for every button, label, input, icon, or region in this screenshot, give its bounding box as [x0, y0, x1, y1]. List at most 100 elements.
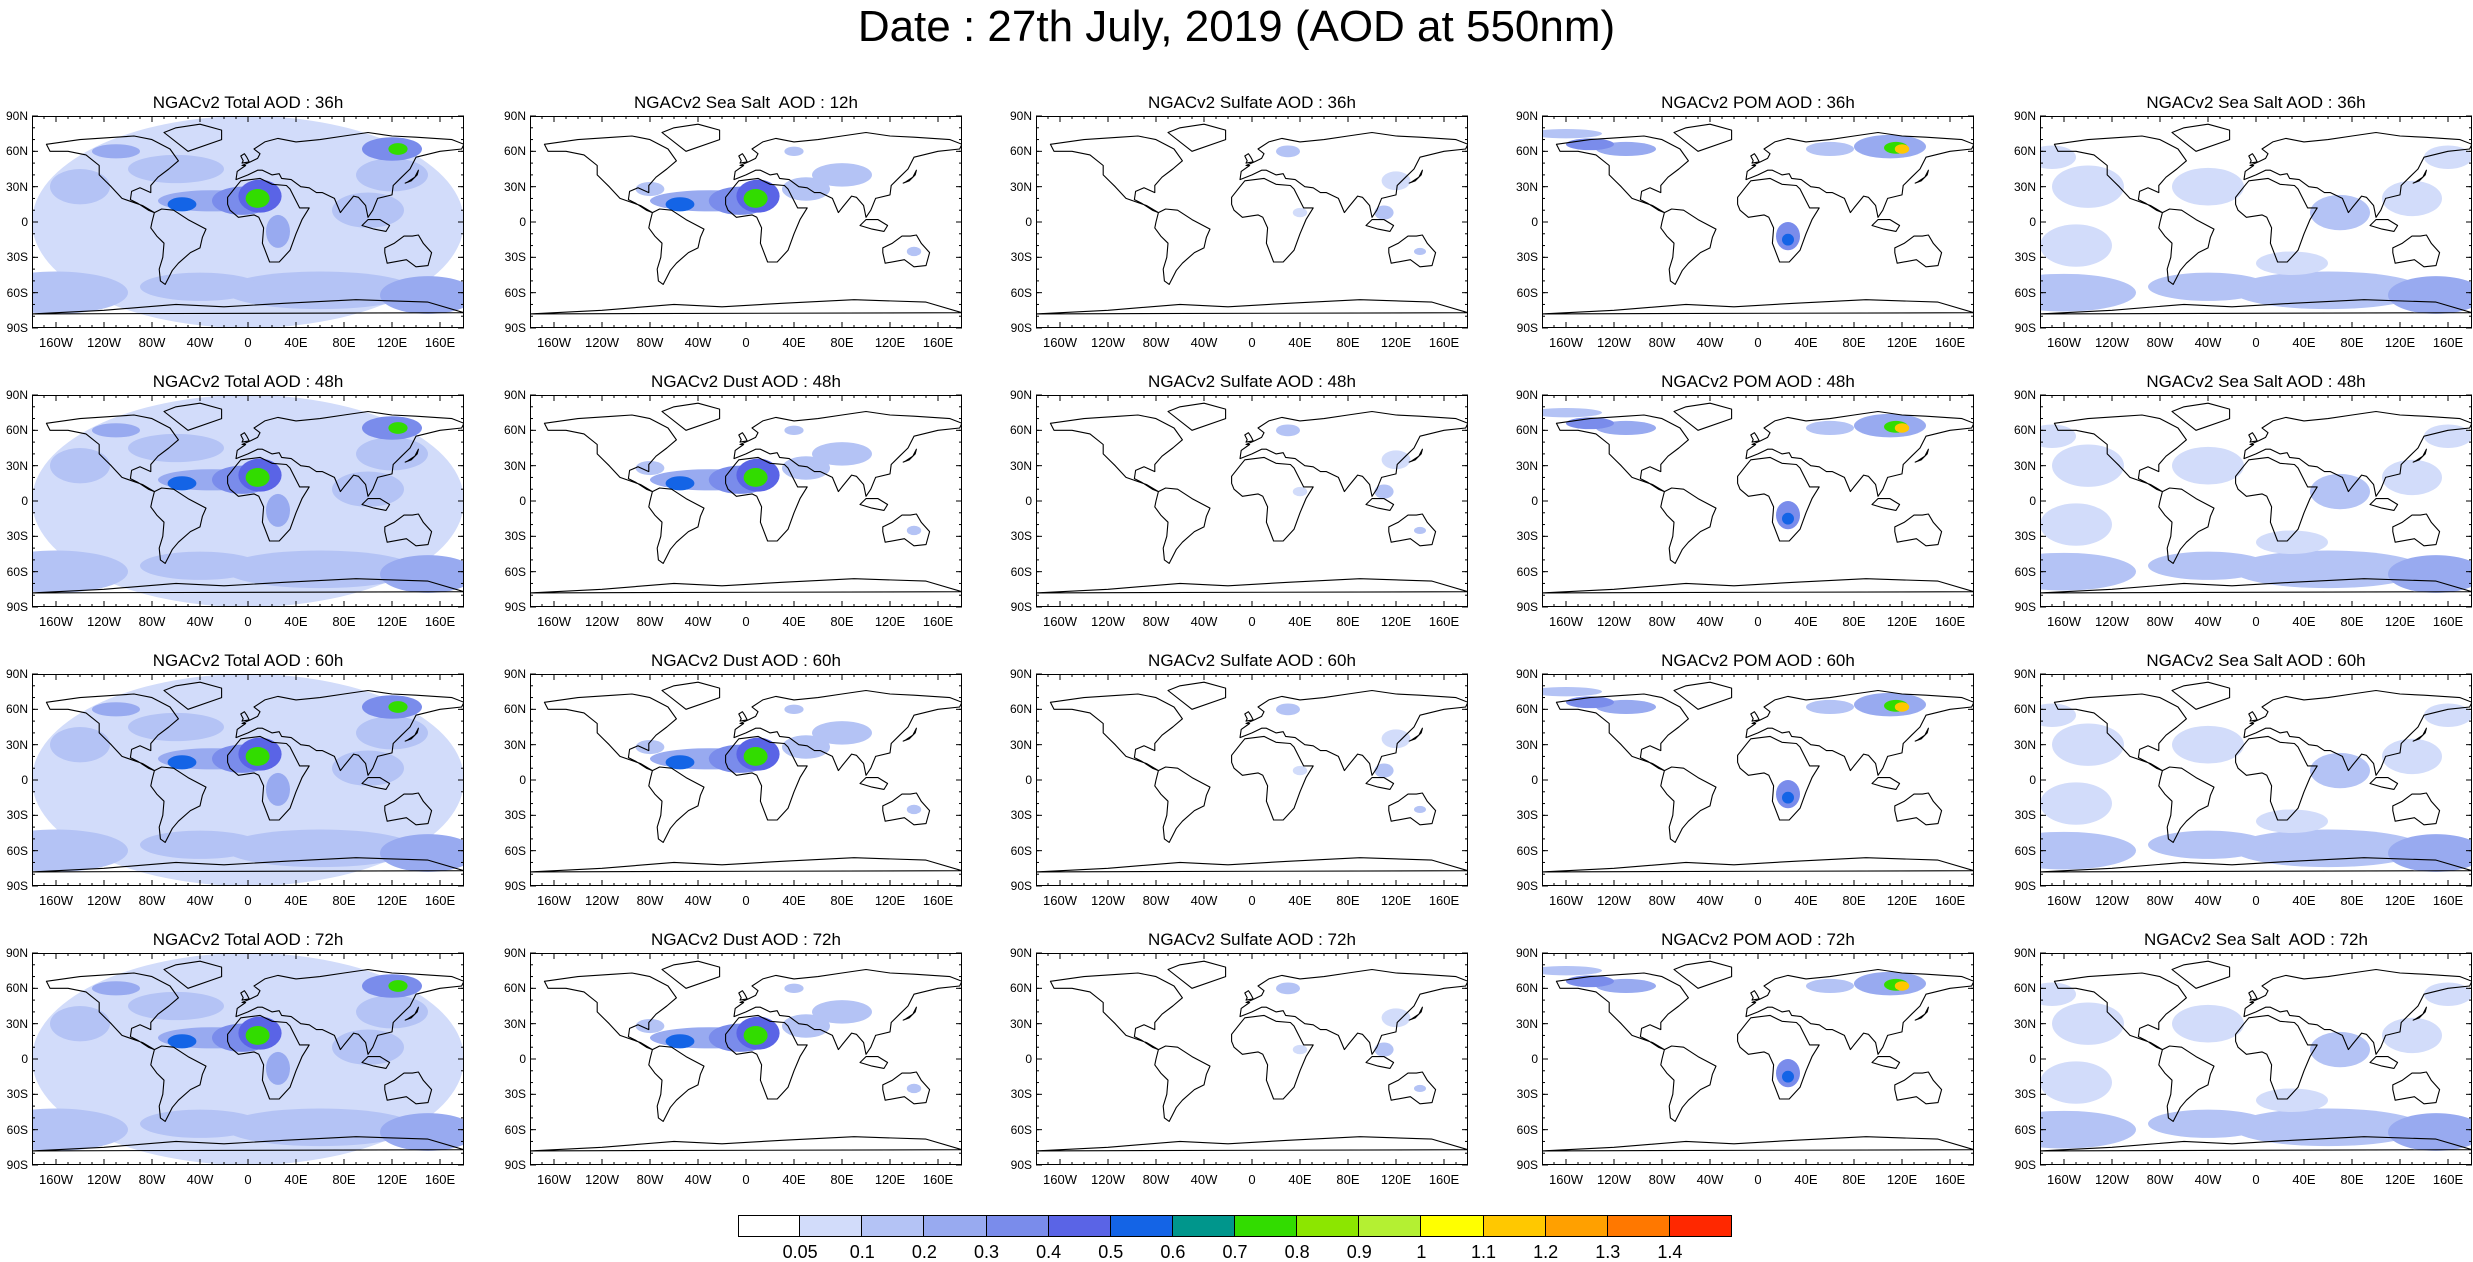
lon-tick-label: 80W	[138, 335, 166, 350]
lon-tick-label: 160W	[39, 1172, 73, 1187]
lon-tick-label: 80W	[2146, 335, 2174, 350]
lat-tick-label: 0	[1025, 215, 1032, 229]
lon-tick-label: 80E	[830, 614, 854, 629]
coastline	[2392, 1071, 2441, 1105]
coastline	[1365, 219, 1395, 232]
lat-tick-label: 0	[1025, 773, 1032, 787]
colorbar-swatch	[924, 1215, 987, 1237]
lat-tick-label: 30N	[2013, 458, 2036, 473]
coastline	[530, 857, 962, 873]
aerosol-field	[92, 981, 140, 996]
aerosol-field	[906, 1083, 922, 1094]
coastline	[725, 456, 808, 542]
coastline	[1154, 766, 1211, 843]
aerosol-field	[2310, 752, 2370, 789]
colorbar-frame	[738, 1215, 1732, 1237]
aerosol-field	[128, 991, 224, 1021]
map-panel: NGACv2 Total AOD : 48h 90N 60N 30N 0 30S 60S 90…	[0, 372, 464, 632]
coastline	[45, 135, 179, 214]
lat-tick-label: 60S	[2014, 285, 2036, 300]
coastline	[2053, 135, 2187, 214]
coastline	[1365, 1056, 1395, 1069]
coastline	[227, 735, 310, 821]
lon-tick-label: 0	[742, 335, 750, 350]
aerosol-field	[1894, 702, 1910, 712]
lat-tick-label: 30N	[1009, 179, 1032, 194]
lon-tick-label: 120W	[1091, 614, 1125, 629]
coastline	[2248, 153, 2258, 164]
lon-tick-label: 120E	[376, 893, 408, 908]
aerosol-field	[32, 1108, 128, 1151]
map-panel: NGACv2 POM AOD : 36h 90N 60N 30N 0 30S 60S 90S 1…	[1510, 93, 1974, 353]
aerosol-field	[1276, 145, 1300, 158]
coastline	[530, 1136, 962, 1152]
lon-tick-label: 0	[1754, 893, 1762, 908]
coastline	[1555, 693, 1689, 772]
lat-tick-label: 60S	[1010, 1122, 1032, 1137]
coastline	[1914, 1006, 1929, 1021]
coastline	[859, 219, 889, 232]
lon-tick-label: 40W	[1190, 614, 1218, 629]
coastline	[361, 1056, 391, 1069]
lat-tick-label: 30S	[6, 808, 28, 823]
lat-tick-label: 60N	[503, 702, 526, 717]
colorbar-swatch	[862, 1215, 925, 1237]
map-plot	[530, 673, 962, 887]
lat-tick-label: 90S	[1010, 1158, 1032, 1172]
lon-tick-label: 120W	[585, 893, 619, 908]
coastline	[1036, 578, 1468, 594]
lat-tick-label: 90S	[2014, 879, 2036, 893]
panel-title: NGACv2 Dust AOD : 60h	[651, 651, 841, 670]
coastline	[1049, 972, 1183, 1051]
aerosol-field	[906, 804, 922, 815]
aerosol-field	[2382, 738, 2442, 775]
coastline	[902, 1006, 917, 1021]
lat-tick-label: 30S	[1516, 808, 1538, 823]
aerosol-field	[128, 712, 224, 742]
colorbar-swatch	[1297, 1215, 1360, 1237]
coastline	[227, 456, 310, 542]
aerosol-field	[388, 143, 408, 155]
lat-tick-label: 60S	[2014, 564, 2036, 579]
coastline	[648, 1045, 705, 1122]
aerosol-field	[1806, 699, 1854, 715]
coastline	[1408, 727, 1423, 742]
lon-tick-label: 120E	[874, 614, 906, 629]
coastline	[1542, 578, 1974, 594]
lon-tick-label: 0	[1248, 614, 1256, 629]
lat-tick-label: 90S	[6, 879, 28, 893]
lat-tick-label: 60N	[503, 144, 526, 159]
colorbar-swatch	[738, 1215, 801, 1237]
lon-tick-label: 120W	[1091, 893, 1125, 908]
lat-tick-label: 0	[1531, 494, 1538, 508]
colorbar-label: 0.9	[1346, 1242, 1372, 1262]
lat-tick-label: 30N	[503, 1016, 526, 1031]
lon-tick-label: 80W	[636, 1172, 664, 1187]
aerosol-field	[2052, 723, 2124, 766]
aerosol-field	[2424, 703, 2472, 727]
coastline	[2171, 123, 2231, 152]
lat-tick-label: 90N	[503, 946, 526, 960]
lon-tick-label: 80W	[1648, 893, 1676, 908]
lon-tick-label: 80E	[2340, 893, 2364, 908]
coastline	[1244, 990, 1254, 1001]
aerosol-field	[2382, 1017, 2442, 1054]
aerosol-field	[2256, 530, 2328, 554]
map-panel: NGACv2 Sea Salt AOD : 48h 90N 60N 30N 0 30S 60…	[2008, 372, 2472, 632]
coastline	[733, 689, 962, 776]
lat-tick-label: 30S	[2014, 1087, 2036, 1102]
lat-tick-label: 90N	[2013, 667, 2036, 681]
aerosol-field	[1414, 1084, 1426, 1092]
coastline	[163, 123, 223, 152]
lon-tick-label: 40E	[2292, 335, 2316, 350]
coastline	[235, 968, 464, 1055]
lon-tick-label: 120E	[1886, 1172, 1918, 1187]
coastline	[1871, 219, 1901, 232]
colorbar-swatch	[1235, 1215, 1298, 1237]
lon-tick-label: 0	[1248, 335, 1256, 350]
aerosol-field	[2148, 1109, 2268, 1138]
aerosol-field	[2310, 1031, 2370, 1068]
aerosol-field	[245, 468, 270, 487]
coastline	[2171, 402, 2231, 431]
lat-tick-label: 90N	[5, 946, 28, 960]
